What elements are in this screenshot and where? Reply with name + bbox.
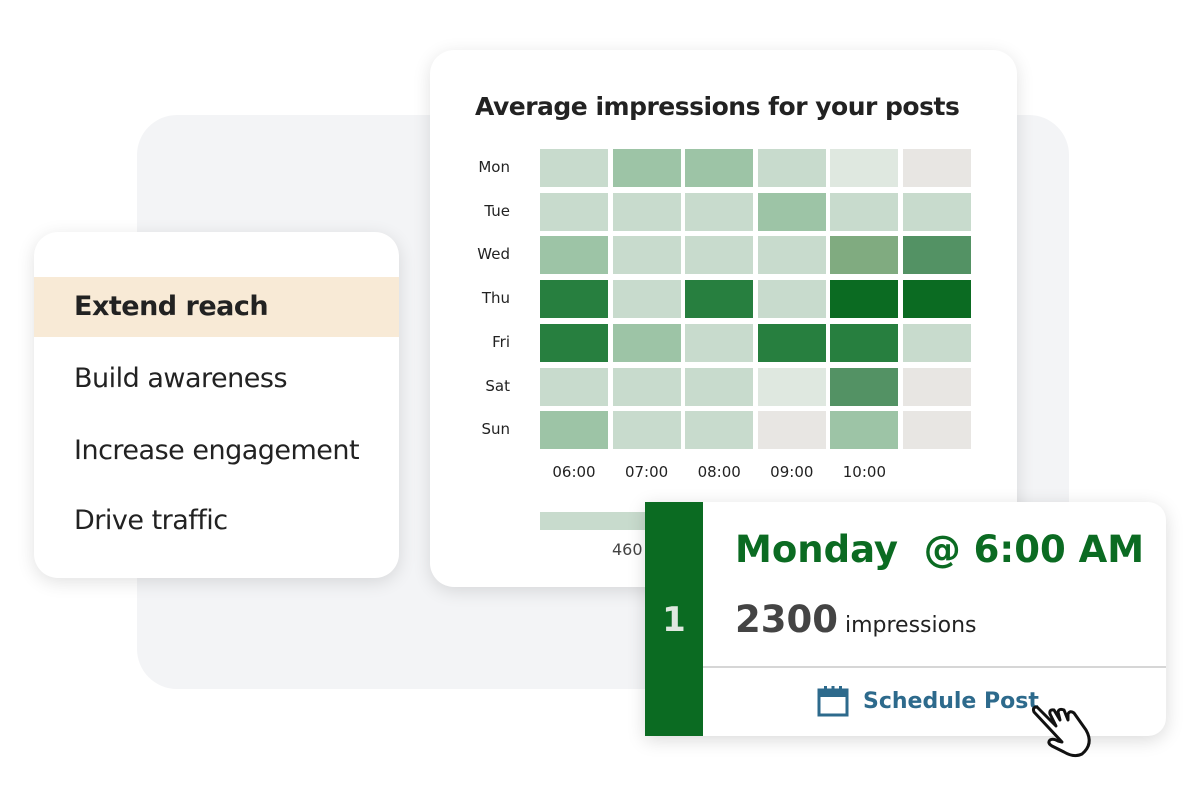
heatmap-cell-mon-5[interactable] xyxy=(903,149,971,187)
heatmap-cell-wed-2[interactable] xyxy=(685,236,754,275)
heatmap-cell-fri-3[interactable] xyxy=(757,323,826,362)
heatmap-cell-tue-3[interactable] xyxy=(757,192,826,231)
impressions-summary: 2300 impressions xyxy=(735,598,977,641)
heatmap-cell-sat-1[interactable] xyxy=(612,367,681,406)
row-label-fri: Fri xyxy=(492,332,510,351)
rank-badge: 1 xyxy=(645,502,703,736)
goal-drive-traffic[interactable]: Drive traffic xyxy=(74,505,228,536)
heatmap-cell-sat-2[interactable] xyxy=(685,367,754,406)
column-label-06:00: 06:00 xyxy=(552,463,596,481)
heatmap-cell-wed-0[interactable] xyxy=(540,236,608,275)
heatmap-cell-tue-0[interactable] xyxy=(540,192,608,231)
impressions-chart-card: Average impressions for your posts Mon Tu… xyxy=(430,50,1017,587)
heatmap-cell-sun-0[interactable] xyxy=(540,411,608,450)
heatmap-cell-tue-4[interactable] xyxy=(830,192,899,231)
heatmap-cell-thu-5[interactable] xyxy=(903,280,971,319)
heatmap-cell-sat-4[interactable] xyxy=(830,367,899,406)
row-label-mon: Mon xyxy=(478,158,510,176)
heatmap-cell-thu-3[interactable] xyxy=(757,280,826,319)
heatmap-cell-thu-2[interactable] xyxy=(685,280,754,319)
recommendation-card: 1 Monday @ 6:00 AM 2300 impressions Sche… xyxy=(645,502,1166,736)
heatmap-cell-sun-1[interactable] xyxy=(612,411,681,450)
row-label-wed: Wed xyxy=(477,245,510,264)
heatmap-cell-sat-0[interactable] xyxy=(540,367,608,406)
heatmap-cell-fri-1[interactable] xyxy=(612,323,681,362)
heatmap-cell-sat-5[interactable] xyxy=(903,367,971,406)
heatmap-cell-tue-1[interactable] xyxy=(612,192,681,231)
heatmap-cell-mon-1[interactable] xyxy=(612,149,681,187)
heatmap-cell-mon-2[interactable] xyxy=(685,149,754,187)
impressions-label: impressions xyxy=(844,613,977,638)
row-label-tue: Tue xyxy=(484,201,510,220)
heatmap-cell-fri-4[interactable] xyxy=(830,323,899,362)
impressions-value: 2300 xyxy=(735,598,838,641)
legend-label: 460 xyxy=(612,540,643,559)
heatmap-cell-sun-2[interactable] xyxy=(685,411,754,450)
heatmap-cell-fri-0[interactable] xyxy=(540,323,608,362)
legend-bar xyxy=(540,512,650,530)
schedule-post-label: Schedule Post xyxy=(863,688,1039,714)
heatmap-cell-wed-1[interactable] xyxy=(612,236,681,275)
goal-build-awareness[interactable]: Build awareness xyxy=(74,363,288,394)
recommended-time: Monday @ 6:00 AM xyxy=(735,528,1145,571)
heatmap-cell-wed-3[interactable] xyxy=(757,236,826,275)
heatmap-cell-fri-2[interactable] xyxy=(685,323,754,362)
column-label-07:00: 07:00 xyxy=(624,463,669,481)
row-label-sat: Sat xyxy=(485,376,510,395)
heatmap-cell-mon-4[interactable] xyxy=(830,149,899,187)
heatmap-cell-sat-3[interactable] xyxy=(757,367,826,406)
goals-card: Extend reach Build awareness Increase en… xyxy=(34,232,399,578)
divider xyxy=(703,666,1166,668)
column-label-10:00: 10:00 xyxy=(842,463,886,481)
schedule-post-button[interactable]: Schedule Post xyxy=(817,685,1039,717)
heatmap-cell-sun-4[interactable] xyxy=(830,411,899,450)
heatmap-cell-tue-5[interactable] xyxy=(903,192,971,231)
row-label-sun: Sun xyxy=(481,420,510,439)
goal-increase-engagement[interactable]: Increase engagement xyxy=(74,435,360,466)
row-label-thu: Thu xyxy=(481,289,510,308)
pointer-hand-icon xyxy=(1031,705,1091,758)
column-label-09:00: 09:00 xyxy=(770,463,814,481)
heatmap-cell-sun-3[interactable] xyxy=(757,411,826,450)
heatmap-cell-fri-5[interactable] xyxy=(903,323,971,362)
chart-title: Average impressions for your posts xyxy=(475,92,960,121)
heatmap-cell-tue-2[interactable] xyxy=(685,192,754,231)
heatmap-cell-thu-0[interactable] xyxy=(540,280,608,319)
heatmap-cell-thu-4[interactable] xyxy=(830,280,899,319)
heatmap-cell-wed-5[interactable] xyxy=(903,236,971,275)
goal-extend-reach[interactable]: Extend reach xyxy=(34,277,399,337)
heatmap-cell-mon-3[interactable] xyxy=(757,149,826,187)
heatmap-cell-wed-4[interactable] xyxy=(830,236,899,275)
heatmap-cell-sun-5[interactable] xyxy=(903,411,971,450)
column-label-08:00: 08:00 xyxy=(697,463,741,481)
heatmap-cell-thu-1[interactable] xyxy=(612,280,681,319)
heatmap-cell-mon-0[interactable] xyxy=(540,149,608,187)
calendar-icon xyxy=(817,686,849,717)
